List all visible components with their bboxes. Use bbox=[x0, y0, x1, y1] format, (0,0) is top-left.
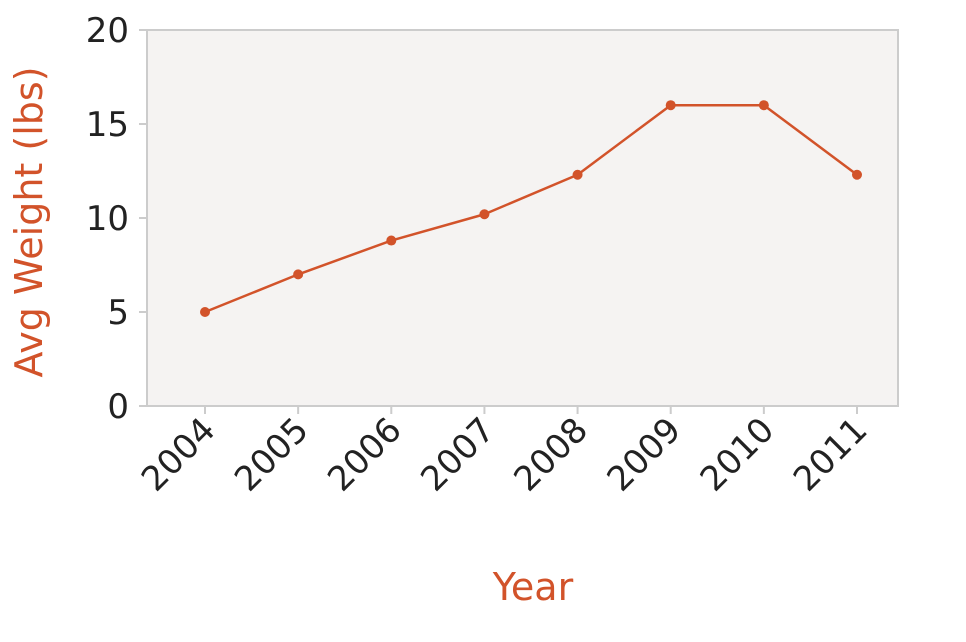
y-axis-title: Avg Weight (lbs) bbox=[7, 66, 51, 377]
x-axis-title: Year bbox=[492, 565, 574, 609]
data-point bbox=[572, 169, 583, 180]
x-tick-label: 2008 bbox=[506, 410, 595, 499]
plot-area bbox=[146, 29, 899, 407]
y-tick-label: 0 bbox=[107, 387, 129, 427]
data-point bbox=[293, 269, 304, 280]
data-point bbox=[665, 100, 676, 111]
data-point bbox=[758, 100, 769, 111]
x-tick-label: 2009 bbox=[600, 410, 689, 499]
y-axis: 0 5 10 15 20 bbox=[86, 11, 147, 427]
x-axis: 2004 2005 2006 2007 2008 2009 2010 2011 bbox=[134, 406, 875, 500]
x-tick-label: 2010 bbox=[693, 410, 782, 499]
y-tick-label: 20 bbox=[86, 11, 129, 51]
x-tick-label: 2007 bbox=[413, 410, 502, 499]
y-tick-label: 15 bbox=[86, 105, 129, 145]
y-tick-label: 5 bbox=[107, 293, 129, 333]
x-tick-label: 2011 bbox=[786, 410, 875, 499]
data-point bbox=[200, 307, 210, 317]
data-point bbox=[386, 235, 397, 246]
series-line bbox=[204, 103, 858, 314]
y-tick-label: 10 bbox=[86, 199, 129, 239]
data-point bbox=[479, 209, 490, 220]
x-tick-label: 2006 bbox=[320, 410, 409, 499]
data-point bbox=[852, 169, 862, 180]
x-tick-label: 2005 bbox=[227, 410, 316, 499]
x-tick-label: 2004 bbox=[134, 410, 223, 499]
series-layer bbox=[200, 100, 862, 317]
